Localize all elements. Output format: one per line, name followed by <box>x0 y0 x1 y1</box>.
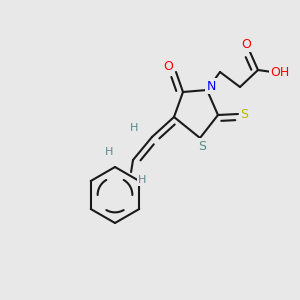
Text: N: N <box>206 80 216 92</box>
Text: H: H <box>130 123 138 133</box>
Text: OH: OH <box>270 65 290 79</box>
Text: H: H <box>105 147 113 157</box>
Text: O: O <box>163 59 173 73</box>
Text: O: O <box>241 38 251 50</box>
Text: S: S <box>240 107 248 121</box>
Text: S: S <box>198 140 206 152</box>
Text: H: H <box>138 175 146 185</box>
